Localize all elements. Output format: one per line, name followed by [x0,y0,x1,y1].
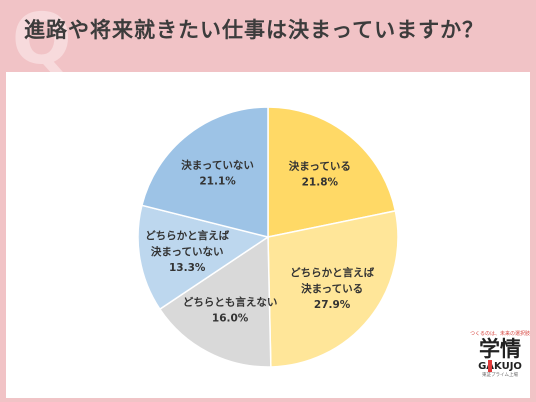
logo-tagline: つくるのは、未来の選択肢 [470,331,530,337]
q-mark: Q [12,0,72,80]
pie-slice-2 [158,235,272,368]
pie-slice-3 [137,204,270,311]
slice-value-0: 21.8% [302,176,339,188]
slice-label-4: 決まっていない [181,158,254,171]
pie-slice-1 [267,209,399,368]
pie-slice-0 [267,106,397,238]
slice-label-2: どちらとも言えない [183,296,278,309]
slice-label-0: 決まっている [289,159,351,172]
slice-label-3: どちらかと言えば [145,229,229,242]
logo-en: GAKUJO [478,361,522,372]
pie-slice-4 [141,106,269,238]
logo-red-bar [488,360,492,372]
slice-value-2: 16.0% [212,313,249,325]
logo-kanji: 学情 [479,337,521,361]
slice-value-1: 27.9% [314,299,351,311]
slice-label-3: 決まっていない [151,245,224,258]
logo-sub: 東証プライム上場 [482,373,518,378]
slice-label-1: どちらかと言えば [290,266,374,279]
slice-value-3: 13.3% [169,262,206,274]
page-title: 進路や将来就きたい仕事は決まっていますか？ [24,18,485,42]
gakujo-logo: つくるのは、未来の選択肢 学情 GAKUJO 東証プライム上場 [470,330,530,396]
slice-label-1: 決まっている [301,282,363,295]
slice-value-4: 21.1% [199,175,236,187]
